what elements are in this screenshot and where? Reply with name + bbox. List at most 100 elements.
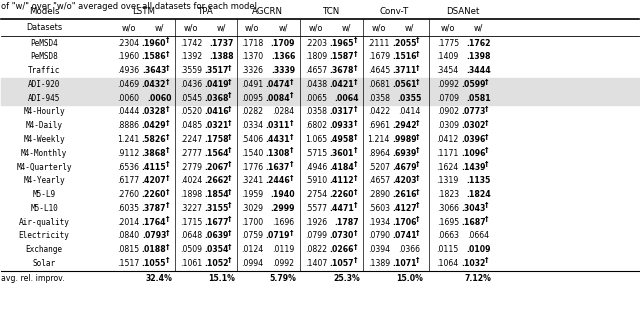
Text: Conv-T: Conv-T bbox=[380, 7, 409, 16]
Text: .1926: .1926 bbox=[305, 218, 327, 226]
Text: .0084: .0084 bbox=[266, 94, 290, 103]
Text: †: † bbox=[166, 51, 169, 57]
Text: .0474: .0474 bbox=[266, 80, 290, 89]
Text: †: † bbox=[228, 148, 232, 154]
Text: M4-Weekly: M4-Weekly bbox=[23, 135, 65, 144]
Text: †: † bbox=[166, 203, 169, 208]
Text: .2777: .2777 bbox=[180, 149, 202, 158]
Text: .0840: .0840 bbox=[117, 231, 140, 240]
Text: .5577: .5577 bbox=[305, 204, 327, 213]
Text: .0302: .0302 bbox=[461, 121, 486, 130]
Text: †: † bbox=[416, 230, 419, 236]
Text: .6802: .6802 bbox=[305, 121, 327, 130]
Text: .1700: .1700 bbox=[241, 218, 264, 226]
Text: .1934: .1934 bbox=[367, 218, 390, 226]
Text: .2779: .2779 bbox=[180, 163, 202, 171]
Text: †: † bbox=[485, 120, 488, 126]
Text: †: † bbox=[289, 120, 293, 126]
Text: †: † bbox=[228, 175, 232, 181]
Text: .3241: .3241 bbox=[241, 176, 264, 185]
Text: TPA: TPA bbox=[198, 7, 214, 16]
Text: .0414: .0414 bbox=[398, 107, 420, 116]
Text: .1061: .1061 bbox=[180, 259, 202, 268]
Text: †: † bbox=[353, 106, 357, 112]
Text: †: † bbox=[416, 51, 419, 57]
Text: .0902: .0902 bbox=[436, 107, 459, 116]
Text: .2247: .2247 bbox=[180, 135, 202, 144]
Text: †: † bbox=[166, 120, 169, 126]
Text: w/: w/ bbox=[342, 23, 351, 32]
Text: .4936: .4936 bbox=[117, 66, 140, 75]
Text: .1564: .1564 bbox=[204, 149, 229, 158]
Text: .0188: .0188 bbox=[141, 245, 166, 254]
Text: .3711: .3711 bbox=[392, 66, 417, 75]
Text: Electricity: Electricity bbox=[19, 231, 70, 240]
Text: .1032: .1032 bbox=[461, 259, 486, 268]
Text: .9112: .9112 bbox=[117, 149, 140, 158]
Text: .0561: .0561 bbox=[392, 80, 417, 89]
Text: .1319: .1319 bbox=[436, 176, 459, 185]
Text: Solar: Solar bbox=[33, 259, 56, 268]
Text: †: † bbox=[166, 106, 169, 112]
Text: .0799: .0799 bbox=[305, 231, 327, 240]
Text: .1695: .1695 bbox=[436, 218, 459, 226]
Text: AGCRN: AGCRN bbox=[252, 7, 283, 16]
Text: DSANet: DSANet bbox=[446, 7, 480, 16]
Text: w/: w/ bbox=[154, 23, 164, 32]
Text: .1758: .1758 bbox=[204, 135, 229, 144]
Text: .1409: .1409 bbox=[436, 52, 459, 62]
Text: †: † bbox=[228, 92, 232, 98]
Text: .4471: .4471 bbox=[330, 204, 354, 213]
Text: .1624: .1624 bbox=[436, 163, 459, 171]
Text: .1959: .1959 bbox=[241, 190, 264, 199]
Text: 15.0%: 15.0% bbox=[396, 274, 423, 283]
Text: .1824: .1824 bbox=[466, 190, 491, 199]
Text: w/o: w/o bbox=[184, 23, 198, 32]
Text: .3787: .3787 bbox=[141, 204, 166, 213]
Text: .1389: .1389 bbox=[368, 259, 390, 268]
Text: w/o: w/o bbox=[371, 23, 386, 32]
Text: .1742: .1742 bbox=[180, 39, 202, 48]
Text: .4024: .4024 bbox=[180, 176, 202, 185]
Text: .1055: .1055 bbox=[141, 259, 166, 268]
Text: †: † bbox=[166, 148, 169, 154]
Text: .1687: .1687 bbox=[461, 218, 486, 226]
Text: †: † bbox=[166, 189, 169, 195]
Text: M5-L9: M5-L9 bbox=[33, 190, 56, 199]
Text: †: † bbox=[166, 161, 169, 167]
Text: .8886: .8886 bbox=[117, 121, 140, 130]
Text: .0321: .0321 bbox=[204, 121, 228, 130]
Text: †: † bbox=[485, 148, 488, 154]
Text: .0419: .0419 bbox=[204, 80, 229, 89]
Text: †: † bbox=[228, 106, 232, 112]
Text: .1696: .1696 bbox=[272, 218, 294, 226]
Text: †: † bbox=[485, 257, 488, 263]
Text: †: † bbox=[166, 65, 169, 71]
Text: †: † bbox=[416, 161, 419, 167]
Text: .3043: .3043 bbox=[461, 204, 486, 213]
Text: .3339: .3339 bbox=[271, 66, 295, 75]
Text: .0759: .0759 bbox=[241, 231, 263, 240]
Text: w/o: w/o bbox=[309, 23, 323, 32]
Text: .1540: .1540 bbox=[241, 149, 264, 158]
Text: .0282: .0282 bbox=[241, 107, 263, 116]
Text: †: † bbox=[289, 92, 293, 98]
Text: .0334: .0334 bbox=[241, 121, 264, 130]
Text: .4679: .4679 bbox=[392, 163, 417, 171]
Text: †: † bbox=[166, 175, 169, 181]
Text: .3868: .3868 bbox=[141, 149, 166, 158]
Text: .0509: .0509 bbox=[180, 245, 202, 254]
Text: .1407: .1407 bbox=[305, 259, 327, 268]
Text: w/: w/ bbox=[278, 23, 287, 32]
Text: .1940: .1940 bbox=[271, 190, 295, 199]
Text: .0933: .0933 bbox=[330, 121, 354, 130]
Text: Traffic: Traffic bbox=[28, 66, 60, 75]
Text: .4431: .4431 bbox=[266, 135, 290, 144]
Text: .1898: .1898 bbox=[180, 190, 202, 199]
Text: .1960: .1960 bbox=[141, 39, 166, 48]
Text: †: † bbox=[416, 134, 419, 140]
Text: .6939: .6939 bbox=[392, 149, 417, 158]
Text: †: † bbox=[485, 106, 488, 112]
Text: †: † bbox=[228, 65, 232, 71]
Text: PeMSD4: PeMSD4 bbox=[30, 39, 58, 48]
